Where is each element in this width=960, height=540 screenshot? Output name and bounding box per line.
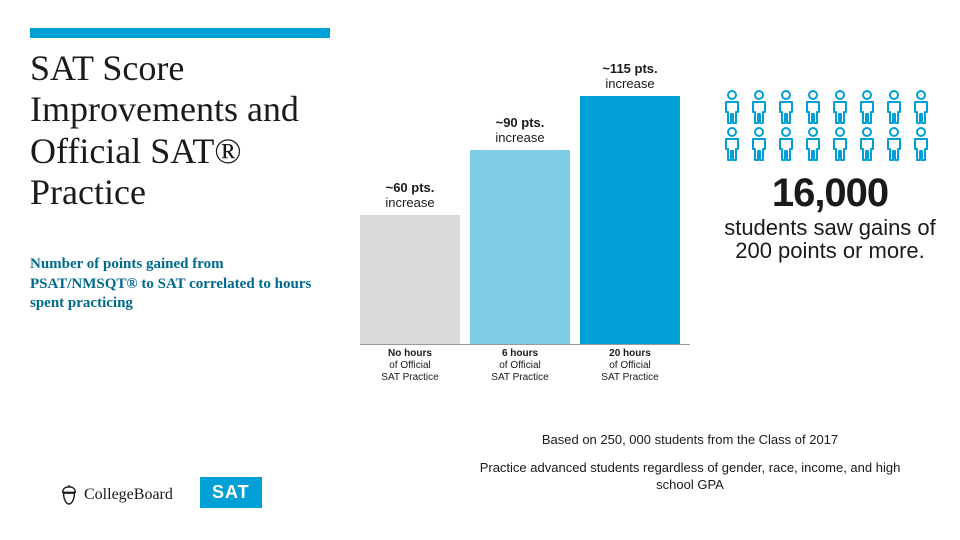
person-icon	[774, 90, 798, 124]
person-icon	[855, 127, 879, 161]
acorn-icon	[60, 485, 78, 505]
person-icon	[828, 90, 852, 124]
bar-chart: ~60 pts.increaseNo hoursof OfficialSAT P…	[360, 60, 690, 390]
college-board-logo: CollegeBoard	[60, 485, 173, 505]
person-icon	[909, 127, 933, 161]
person-icon	[801, 127, 825, 161]
person-icon	[801, 90, 825, 124]
bar-1: ~90 pts.increase6 hoursof OfficialSAT Pr…	[470, 150, 570, 344]
bar-x-label: No hoursof OfficialSAT Practice	[355, 348, 465, 384]
bar-0: ~60 pts.increaseNo hoursof OfficialSAT P…	[360, 215, 460, 344]
person-icon	[828, 127, 852, 161]
title-accent-bar	[30, 28, 330, 38]
person-icon	[909, 90, 933, 124]
person-icon	[855, 90, 879, 124]
person-icon	[855, 90, 879, 124]
bar-2: ~115 pts.increase20 hoursof OfficialSAT …	[580, 96, 680, 344]
person-icon	[774, 127, 798, 161]
bar-value-label: ~90 pts.increase	[465, 116, 575, 146]
footer-note-2: Practice advanced students regardless of…	[470, 460, 910, 494]
page-title: SAT Score Improvements and Official SAT®…	[30, 48, 340, 214]
person-icon	[720, 127, 744, 161]
person-icon	[720, 90, 744, 124]
person-icon	[828, 127, 852, 161]
person-icon	[882, 90, 906, 124]
person-icon	[747, 127, 771, 161]
bar-rect	[470, 150, 570, 344]
subtitle: Number of points gained from PSAT/NMSQT®…	[30, 255, 320, 314]
person-icon	[909, 127, 933, 161]
bar-value-label: ~60 pts.increase	[355, 181, 465, 211]
person-icon	[882, 127, 906, 161]
person-icon	[774, 127, 798, 161]
callout-text: students saw gains of 200 points or more…	[720, 216, 940, 262]
sat-logo-text: SAT	[212, 482, 250, 502]
person-icon	[747, 90, 771, 124]
footer-note-1: Based on 250, 000 students from the Clas…	[470, 432, 910, 447]
callout-number: 16,000	[720, 171, 940, 216]
person-icon	[828, 90, 852, 124]
bar-rect	[360, 215, 460, 344]
person-icon	[720, 90, 744, 124]
person-icon	[801, 90, 825, 124]
people-callout: 16,000 students saw gains of 200 points …	[720, 90, 940, 262]
person-icon	[882, 127, 906, 161]
person-icon	[720, 127, 744, 161]
person-icon	[855, 127, 879, 161]
person-icon	[882, 90, 906, 124]
person-icon	[747, 127, 771, 161]
bar-x-label: 6 hoursof OfficialSAT Practice	[465, 348, 575, 384]
sat-logo: SAT	[200, 477, 262, 508]
bar-x-label: 20 hoursof OfficialSAT Practice	[575, 348, 685, 384]
person-icon	[747, 90, 771, 124]
bar-value-label: ~115 pts.increase	[575, 62, 685, 92]
college-board-text: CollegeBoard	[84, 486, 173, 504]
bar-rect	[580, 96, 680, 344]
people-row	[720, 90, 940, 124]
chart-baseline	[360, 344, 690, 345]
person-icon	[801, 127, 825, 161]
person-icon	[909, 90, 933, 124]
person-icon	[774, 90, 798, 124]
people-row	[720, 127, 940, 161]
